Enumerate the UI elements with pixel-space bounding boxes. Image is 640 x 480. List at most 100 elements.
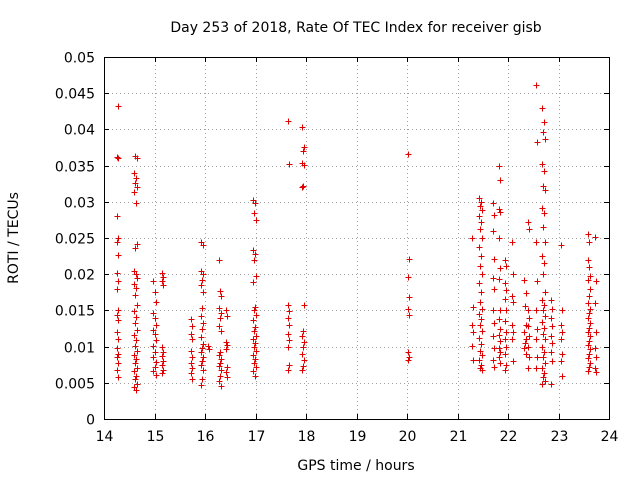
data-point — [497, 360, 504, 367]
data-point — [188, 370, 195, 377]
data-point — [502, 280, 509, 287]
data-point — [593, 369, 600, 376]
x-tick-label: 14 — [96, 429, 114, 445]
data-point — [469, 235, 476, 242]
data-point — [502, 257, 509, 264]
data-point — [534, 354, 541, 361]
data-point — [133, 387, 140, 394]
data-point — [300, 363, 307, 370]
data-point — [522, 303, 529, 310]
y-tick-label: 0 — [86, 413, 95, 429]
data-point — [223, 346, 230, 353]
data-point — [525, 344, 532, 351]
data-point — [188, 360, 195, 367]
data-point — [153, 322, 160, 329]
x-tick-label: 23 — [551, 429, 569, 445]
data-point — [497, 349, 504, 356]
data-point — [539, 205, 546, 212]
data-point — [253, 348, 260, 355]
data-point — [199, 358, 206, 365]
data-point — [522, 340, 529, 347]
data-point — [559, 329, 566, 336]
data-point — [152, 349, 159, 356]
data-point — [558, 336, 565, 343]
data-point — [153, 372, 160, 379]
data-point — [299, 333, 306, 340]
data-point — [115, 360, 122, 367]
data-point — [252, 373, 259, 380]
data-point — [497, 177, 504, 184]
data-point — [300, 183, 307, 190]
data-point — [549, 306, 556, 313]
data-point — [131, 308, 138, 315]
data-point — [587, 273, 594, 280]
data-point — [285, 118, 292, 125]
data-point — [509, 322, 516, 329]
data-point — [592, 234, 599, 241]
x-tick-label: 19 — [349, 429, 367, 445]
data-point — [133, 373, 140, 380]
y-tick-label: 0.02 — [64, 268, 95, 284]
data-point — [502, 336, 509, 343]
data-point — [250, 352, 257, 359]
data-point — [496, 276, 503, 283]
data-point — [134, 302, 141, 309]
data-point — [299, 184, 306, 191]
data-point — [285, 367, 292, 374]
data-point — [133, 271, 140, 278]
data-point — [542, 239, 549, 246]
data-point — [587, 306, 594, 313]
data-point — [491, 286, 498, 293]
data-point — [496, 163, 503, 170]
data-point — [132, 320, 139, 327]
data-point — [218, 383, 225, 390]
data-point — [224, 364, 231, 371]
data-point — [218, 310, 225, 317]
data-point — [587, 286, 594, 293]
data-point — [406, 294, 413, 301]
data-point — [541, 260, 548, 267]
data-point — [216, 363, 223, 370]
axes: 14 15 16 17 18 19 20 21 22 23 24 0 0.005 0.01 0.015 0.0… — [55, 51, 619, 446]
data-point — [131, 368, 138, 375]
data-point — [150, 368, 157, 375]
data-point — [586, 293, 593, 300]
data-point — [250, 247, 257, 254]
data-point — [496, 235, 503, 242]
data-point — [224, 342, 231, 349]
data-point — [540, 271, 547, 278]
data-point — [478, 199, 485, 206]
data-point — [406, 354, 413, 361]
data-point — [497, 265, 504, 272]
data-point — [134, 327, 141, 334]
data-point — [479, 367, 486, 374]
data-point — [301, 302, 308, 309]
data-point — [525, 323, 532, 330]
data-point — [497, 209, 504, 216]
data-point — [131, 189, 138, 196]
data-point — [252, 340, 259, 347]
data-point — [114, 213, 121, 220]
data-point — [490, 228, 497, 235]
data-point — [469, 343, 476, 350]
data-point — [509, 336, 516, 343]
data-point — [159, 370, 166, 377]
data-point — [115, 155, 122, 162]
data-point — [301, 144, 308, 151]
data-point — [541, 119, 548, 126]
data-point — [491, 256, 498, 263]
data-point — [510, 358, 517, 365]
data-point — [548, 349, 555, 356]
data-point — [496, 354, 503, 361]
data-point — [299, 367, 306, 374]
data-point — [250, 317, 257, 324]
data-point — [526, 226, 533, 233]
data-point — [523, 336, 530, 343]
data-point — [542, 289, 549, 296]
data-point — [542, 313, 549, 320]
y-tick-label: 0.045 — [55, 87, 95, 103]
data-point — [216, 257, 223, 264]
data-point — [549, 358, 556, 365]
data-point — [592, 300, 599, 307]
